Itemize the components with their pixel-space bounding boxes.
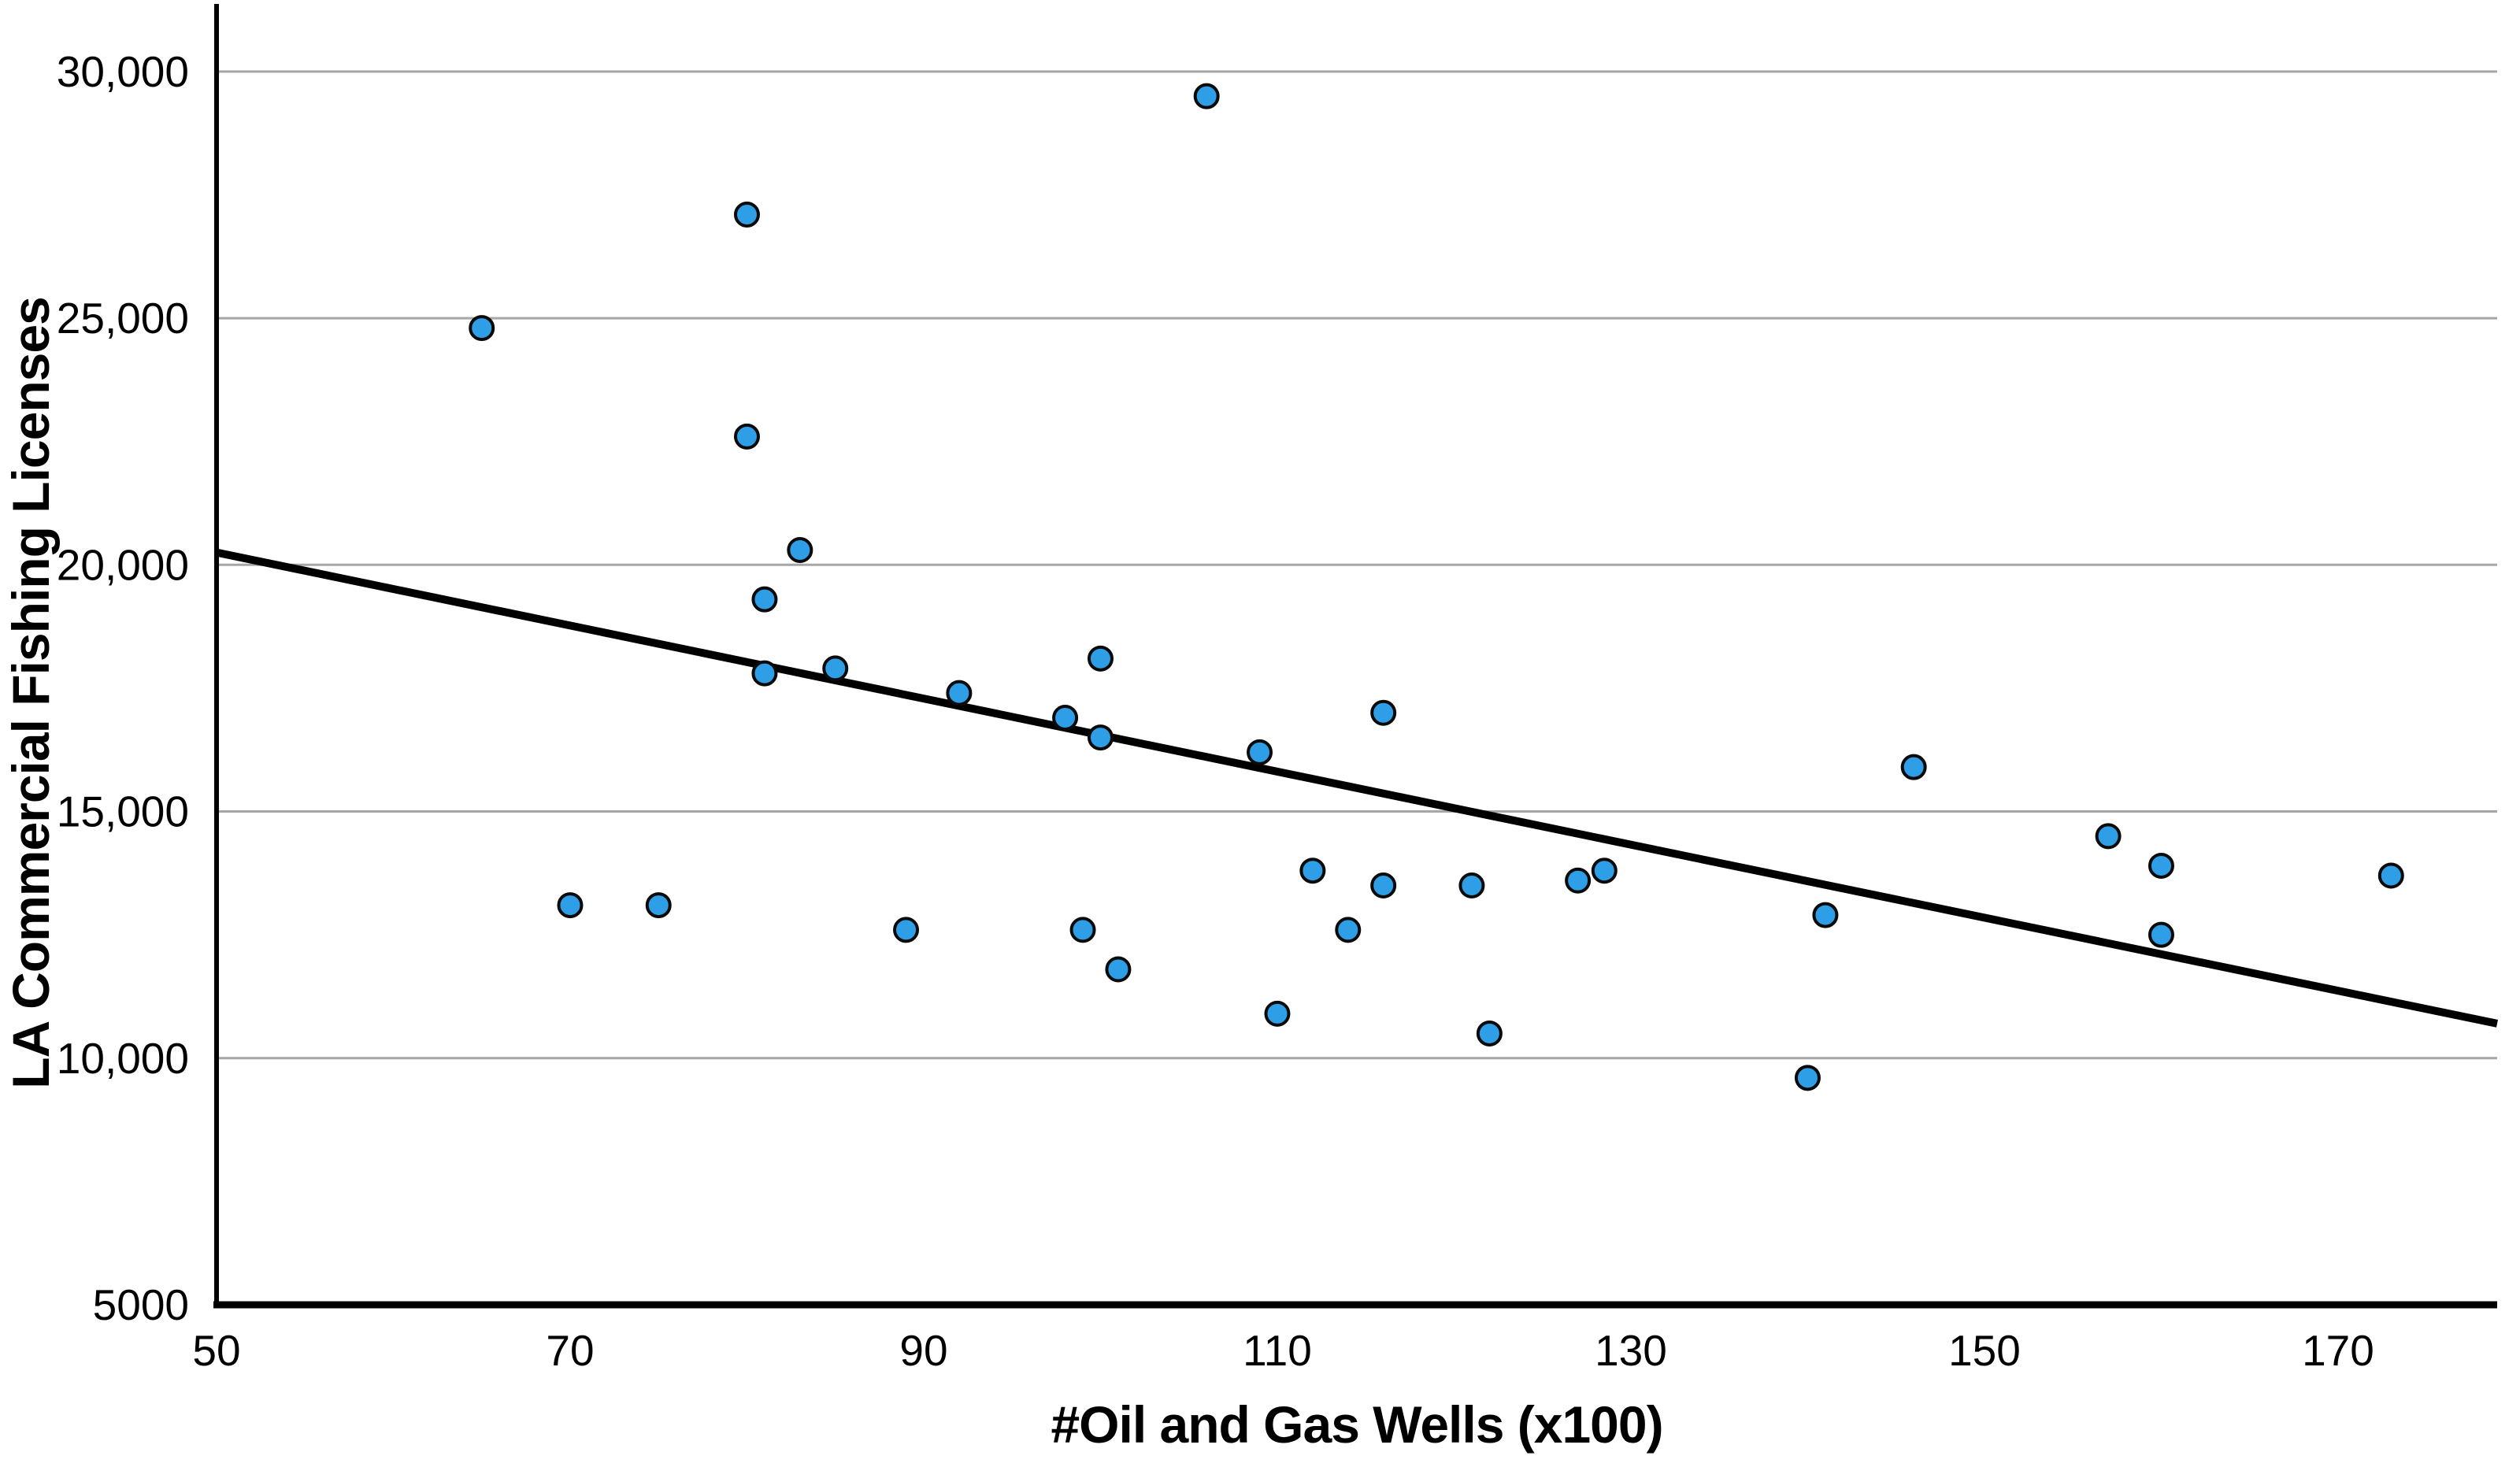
data-point [1812, 902, 1839, 928]
data-point [2148, 921, 2174, 948]
data-point [1335, 917, 1362, 943]
x-tick-label-70: 70 [546, 1326, 594, 1375]
data-point [946, 680, 973, 706]
y-tick-label-25000: 25,000 [57, 294, 189, 343]
gridlines [217, 70, 2497, 1060]
x-tick-label-170: 170 [2302, 1326, 2374, 1375]
data-point [2377, 862, 2404, 889]
x-tick-label-150: 150 [1948, 1326, 2021, 1375]
data-point [1247, 739, 1273, 765]
x-tick-label-130: 130 [1595, 1326, 1667, 1375]
data-point [751, 586, 778, 613]
x-tick-labels: 50 70 90 110 130 150 170 [192, 1326, 2374, 1375]
y-tick-label-10000: 10,000 [57, 1034, 189, 1083]
data-point [1565, 867, 1592, 894]
x-axis-title: #Oil and Gas Wells (x100) [1051, 1395, 1662, 1454]
data-point [1476, 1020, 1503, 1047]
data-point [1069, 917, 1096, 943]
data-point [751, 660, 778, 687]
data-point [1087, 645, 1114, 672]
data-point [893, 917, 920, 943]
x-tick-label-90: 90 [899, 1326, 947, 1375]
data-point [1591, 858, 1618, 884]
regression-trend-line [215, 548, 2499, 1028]
data-point [733, 423, 760, 450]
y-tick-label-5000: 5000 [93, 1280, 189, 1329]
data-point [1264, 1000, 1291, 1027]
data-point [1193, 83, 1220, 109]
data-point [1299, 858, 1326, 884]
scatter-points [469, 83, 2404, 1091]
data-point [1794, 1065, 1821, 1091]
data-point [787, 537, 813, 564]
data-point [822, 655, 849, 682]
y-tick-label-30000: 30,000 [57, 47, 189, 96]
data-point [1458, 872, 1485, 899]
data-point [1370, 872, 1397, 899]
data-point [1052, 705, 1079, 732]
data-point [1370, 699, 1397, 726]
y-axis-title: LA Commercial Fishing Licenses [2, 297, 60, 1089]
data-point [733, 202, 760, 228]
y-tick-label-15000: 15,000 [57, 787, 189, 836]
y-tick-labels: 5000 10,000 15,000 20,000 25,000 30,000 [57, 47, 189, 1329]
data-point [2095, 823, 2122, 850]
data-point [1900, 754, 1927, 780]
data-point [1087, 724, 1114, 751]
data-point [1105, 956, 1132, 983]
y-tick-label-20000: 20,000 [57, 540, 189, 589]
x-tick-label-50: 50 [192, 1326, 240, 1375]
data-point [2148, 852, 2174, 879]
data-point [557, 892, 584, 919]
data-point [645, 892, 672, 919]
data-point [469, 315, 495, 342]
x-tick-label-110: 110 [1243, 1326, 1312, 1375]
